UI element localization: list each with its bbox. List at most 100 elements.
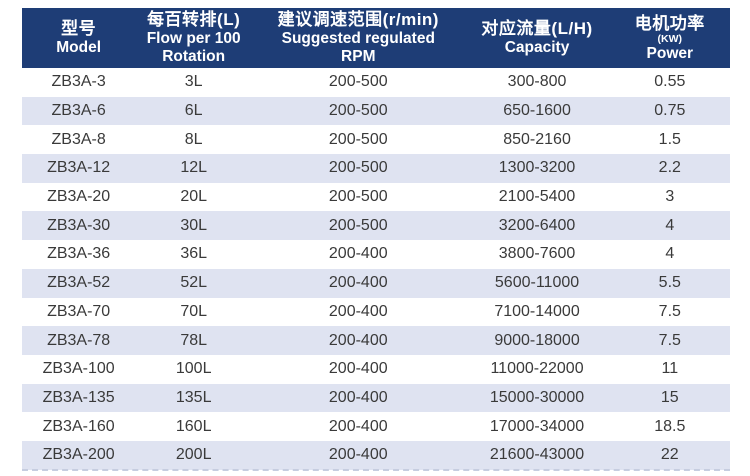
header-label: 每百转排(L) (147, 10, 241, 29)
spec-cell-capacity: 9000-18000 (464, 326, 610, 355)
spec-row-ZB3A-100: ZB3A-100 100L 200-400 11000-22000 11 (22, 354, 730, 384)
spec-cell-power: 7.5 (609, 326, 730, 355)
spec-cell-capacity: 11000-22000 (464, 354, 610, 384)
spec-cell-power: 1.5 (609, 125, 730, 155)
spec-cell-flow: 30L (135, 211, 253, 241)
spec-cell-power: 2.2 (609, 154, 730, 183)
spec-cell-capacity: 1300-3200 (464, 154, 610, 183)
header-label: 电机功率 (634, 13, 705, 33)
spec-cell-rpm: 200-400 (252, 297, 465, 327)
spec-cell-power: 5.5 (609, 268, 730, 298)
spec-cell-model: ZB3A-36 (22, 240, 136, 269)
spec-row-ZB3A-200: ZB3A-200 200L 200-400 21600-43000 22 (22, 440, 730, 470)
spec-cell-flow: 12L (135, 154, 253, 183)
spec-cell-model: ZB3A-6 (22, 96, 136, 126)
header-row: 型号 Model 每百转排(L) Flow per 100 Rotation 建议调速范围… (22, 8, 730, 68)
header-label: Suggested regulated (281, 30, 435, 47)
spec-cell-capacity: 850-2160 (464, 125, 610, 155)
spec-row-ZB3A-8: ZB3A-8 8L 200-500 850-2160 1.5 (22, 125, 730, 155)
header-label: 型号 (61, 19, 97, 38)
header-label: 建议调速范围(r/min) (277, 10, 439, 29)
spec-cell-model: ZB3A-8 (22, 125, 136, 155)
header-label: Capacity (504, 39, 570, 56)
spec-cell-capacity: 2100-5400 (464, 182, 610, 212)
spec-cell-model: ZB3A-52 (22, 268, 136, 298)
spec-cell-rpm: 200-500 (252, 68, 465, 97)
header-cell-power: 电机功率 (KW) Power (609, 8, 730, 68)
spec-cell-model: ZB3A-70 (22, 297, 136, 327)
spec-cell-model: ZB3A-30 (22, 211, 136, 241)
spec-row-ZB3A-12: ZB3A-12 12L 200-500 1300-3200 2.2 (22, 154, 730, 183)
spec-row-ZB3A-20: ZB3A-20 20L 200-500 2100-5400 3 (22, 182, 730, 212)
spec-cell-rpm: 200-500 (252, 154, 465, 183)
spec-cell-flow: 78L (135, 326, 253, 355)
spec-cell-power: 0.75 (609, 96, 730, 126)
table-body: ZB3A-3 3L 200-500 300-800 0.55 ZB3A-6 6L 200-50… (22, 68, 730, 470)
spec-cell-capacity: 21600-43000 (464, 440, 610, 470)
table-header: 型号 Model 每百转排(L) Flow per 100 Rotation 建议调速范围… (22, 8, 730, 68)
header-label: 对应流量(L/H) (481, 19, 593, 38)
spec-cell-power: 18.5 (609, 412, 730, 441)
spec-cell-model: ZB3A-78 (22, 326, 136, 355)
header-label: RPM (341, 48, 376, 65)
spec-cell-rpm: 200-500 (252, 211, 465, 241)
spec-row-ZB3A-78: ZB3A-78 78L 200-400 9000-18000 7.5 (22, 326, 730, 355)
spec-cell-flow: 8L (135, 125, 253, 155)
header-label: Power (646, 44, 694, 62)
spec-cell-power: 7.5 (609, 297, 730, 327)
spec-cell-capacity: 7100-14000 (464, 297, 610, 327)
spec-cell-capacity: 15000-30000 (464, 383, 610, 413)
spec-cell-power: 15 (609, 383, 730, 413)
spec-cell-power: 22 (609, 440, 730, 470)
spec-cell-flow: 6L (135, 96, 253, 126)
spec-cell-rpm: 200-400 (252, 412, 465, 441)
spec-cell-model: ZB3A-20 (22, 182, 136, 212)
header-cell-model: 型号 Model (22, 8, 136, 68)
spec-cell-flow: 36L (135, 240, 253, 269)
spec-cell-flow: 160L (135, 412, 253, 441)
spec-cell-power: 0.55 (609, 68, 730, 97)
spec-row-ZB3A-160: ZB3A-160 160L 200-400 17000-34000 18.5 (22, 412, 730, 441)
spec-row-ZB3A-52: ZB3A-52 52L 200-400 5600-11000 5.5 (22, 268, 730, 298)
header-label: Flow per 100 (146, 30, 241, 47)
spec-cell-flow: 100L (135, 354, 253, 384)
spec-cell-model: ZB3A-100 (22, 354, 136, 384)
pump-spec-table: 型号 Model 每百转排(L) Flow per 100 Rotation 建议调速范围… (22, 8, 730, 470)
header-cell-rpm: 建议调速范围(r/min) Suggested regulated RPM (252, 8, 465, 68)
spec-cell-rpm: 200-400 (252, 326, 465, 355)
spec-cell-power: 3 (609, 182, 730, 212)
header-cell-capacity: 对应流量(L/H) Capacity (464, 8, 610, 68)
spec-cell-flow: 3L (135, 68, 253, 97)
spec-cell-rpm: 200-500 (252, 125, 465, 155)
spec-cell-flow: 200L (135, 440, 253, 470)
spec-row-ZB3A-30: ZB3A-30 30L 200-500 3200-6400 4 (22, 211, 730, 241)
spec-row-ZB3A-6: ZB3A-6 6L 200-500 650-1600 0.75 (22, 96, 730, 126)
spec-cell-model: ZB3A-160 (22, 412, 136, 441)
spec-cell-rpm: 200-400 (252, 383, 465, 413)
header-label: Rotation (162, 48, 226, 65)
spec-cell-flow: 52L (135, 268, 253, 298)
spec-cell-flow: 70L (135, 297, 253, 327)
spec-cell-rpm: 200-400 (252, 354, 465, 384)
spec-cell-capacity: 17000-34000 (464, 412, 610, 441)
spec-cell-capacity: 3800-7600 (464, 240, 610, 269)
header-cell-flow: 每百转排(L) Flow per 100 Rotation (135, 8, 253, 68)
spec-cell-power: 4 (609, 240, 730, 269)
spec-cell-rpm: 200-500 (252, 96, 465, 126)
spec-cell-flow: 20L (135, 182, 253, 212)
header-label: (KW) (657, 32, 683, 45)
header-label: Model (56, 39, 102, 56)
spec-cell-rpm: 200-400 (252, 240, 465, 269)
spec-cell-flow: 135L (135, 383, 253, 413)
spec-row-ZB3A-135: ZB3A-135 135L 200-400 15000-30000 15 (22, 383, 730, 413)
table-bottom-border (22, 469, 730, 471)
spec-cell-model: ZB3A-135 (22, 383, 136, 413)
spec-cell-rpm: 200-400 (252, 440, 465, 470)
spec-cell-capacity: 300-800 (464, 68, 610, 97)
spec-row-ZB3A-3: ZB3A-3 3L 200-500 300-800 0.55 (22, 68, 730, 97)
spec-row-ZB3A-70: ZB3A-70 70L 200-400 7100-14000 7.5 (22, 297, 730, 327)
spec-cell-power: 11 (609, 354, 730, 384)
spec-cell-rpm: 200-500 (252, 182, 465, 212)
spec-cell-power: 4 (609, 211, 730, 241)
